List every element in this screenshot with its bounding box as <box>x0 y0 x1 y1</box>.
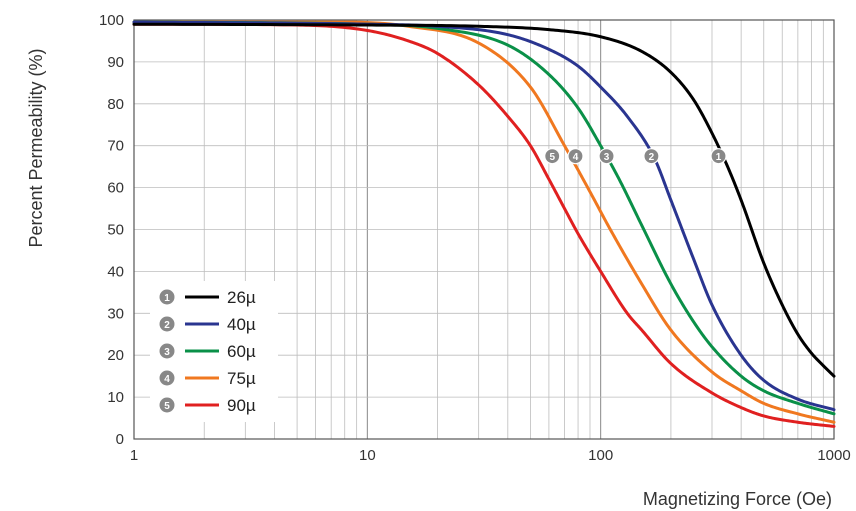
curve-markers: 1 2 3 4 5 <box>544 148 727 165</box>
x-tick-label: 1 <box>130 447 138 464</box>
legend-marker-circle <box>159 343 175 359</box>
curve-marker-label: 1 <box>716 152 722 163</box>
series-line-2 <box>132 20 836 412</box>
curve-marker-5: 5 <box>544 148 561 165</box>
curve-marker-1: 1 <box>710 148 727 165</box>
series-lines <box>132 20 836 428</box>
plot-frame <box>133 19 835 440</box>
legend-marker-circle <box>159 289 175 305</box>
curve-marker-circle <box>643 148 660 165</box>
y-tick-label: 70 <box>107 138 124 155</box>
y-tick-label: 20 <box>107 347 124 364</box>
legend-entry: 2 40µ <box>159 315 256 334</box>
x-tick-label: 10 <box>359 447 376 464</box>
legend-marker-label: 5 <box>164 401 170 412</box>
curve-marker-3: 3 <box>598 148 615 165</box>
curve-marker-circle <box>598 148 615 165</box>
legend-label: 40µ <box>227 315 256 334</box>
y-tick-label: 50 <box>107 222 124 239</box>
legend-entry: 4 75µ <box>159 369 256 388</box>
curve-marker-2: 2 <box>643 148 660 165</box>
legend-marker-circle <box>159 397 175 413</box>
legend-entry: 3 60µ <box>159 342 256 361</box>
x-axis-title: Magnetizing Force (Oe) <box>643 489 832 509</box>
curve-marker-circle <box>544 148 561 165</box>
legend-marker-label: 3 <box>164 347 170 358</box>
curve-marker-label: 5 <box>549 152 555 163</box>
legend: 1 26µ 2 40µ 3 60µ 4 75µ 5 90µ <box>150 281 278 422</box>
y-tick-label: 10 <box>107 389 124 406</box>
curve-marker-label: 2 <box>649 152 655 163</box>
curve-marker-circle <box>567 148 584 165</box>
y-tick-label: 90 <box>107 54 124 71</box>
legend-entry: 5 90µ <box>159 396 256 415</box>
legend-marker-label: 4 <box>164 374 170 385</box>
y-axis-title: Percent Permeability (%) <box>26 48 46 247</box>
series-line-1 <box>132 22 836 378</box>
curve-marker-label: 3 <box>604 152 610 163</box>
legend-entry: 1 26µ <box>159 288 256 307</box>
series-line-3 <box>132 20 836 416</box>
legend-label: 26µ <box>227 288 256 307</box>
curve-marker-4: 4 <box>567 148 584 165</box>
series-line-4 <box>132 20 836 424</box>
curve-marker-label: 4 <box>573 152 579 163</box>
y-tick-label: 80 <box>107 96 124 113</box>
legend-label: 60µ <box>227 342 256 361</box>
legend-marker-label: 1 <box>164 293 170 304</box>
y-tick-label: 30 <box>107 305 124 322</box>
y-tick-label: 0 <box>116 431 124 448</box>
series-line-5 <box>132 22 836 428</box>
legend-marker-circle <box>159 370 175 386</box>
x-tick-label: 100 <box>588 447 613 464</box>
legend-label: 75µ <box>227 369 256 388</box>
legend-marker-label: 2 <box>164 320 170 331</box>
y-tick-label: 40 <box>107 263 124 280</box>
x-tick-label: 1000 <box>817 447 850 464</box>
legend-label: 90µ <box>227 396 256 415</box>
curve-marker-circle <box>710 148 727 165</box>
y-tick-label: 60 <box>107 180 124 197</box>
y-tick-label: 100 <box>99 12 124 29</box>
legend-marker-circle <box>159 316 175 332</box>
